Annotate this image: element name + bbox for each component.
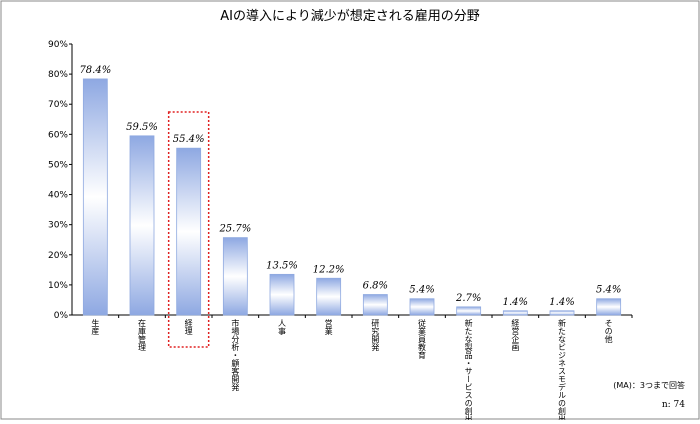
y-tick-label: 60% (48, 130, 68, 140)
y-tick-label: 50% (48, 160, 68, 170)
y-tick-label: 70% (48, 100, 68, 110)
y-tick-label: 20% (48, 251, 68, 261)
x-tick-label: 生産 (91, 318, 100, 336)
value-label: 78.4% (79, 65, 111, 76)
value-label: 13.5% (266, 260, 298, 271)
bar (176, 147, 202, 316)
bar (502, 310, 528, 316)
bar (596, 298, 622, 316)
value-label: 59.5% (126, 122, 158, 133)
y-tick-label: 40% (48, 191, 68, 201)
y-tick-label: 0% (54, 311, 69, 321)
bar (316, 277, 342, 316)
bar (82, 78, 108, 316)
x-tick-label: その他 (604, 319, 613, 344)
value-label: 5.4% (409, 285, 434, 296)
value-label: 5.4% (596, 285, 621, 296)
bar (409, 298, 435, 316)
bar (269, 273, 295, 316)
x-tick-label: 市場分析・顧客開発 (231, 318, 240, 392)
value-label: 12.2% (313, 264, 345, 275)
y-tick-label: 30% (48, 221, 68, 231)
x-tick-label: 新たなビジネスモデルの創出 (558, 318, 567, 420)
x-tick-label: 経営企画 (511, 318, 520, 352)
bar (362, 294, 388, 316)
bar (129, 135, 155, 316)
x-tick-label: 人事 (278, 319, 287, 335)
value-label: 1.4% (549, 297, 574, 308)
value-label: 1.4% (503, 297, 528, 308)
highlight-box (167, 111, 210, 348)
bar (549, 310, 575, 316)
note: n: 74 (662, 400, 685, 410)
value-label: 55.4% (173, 134, 205, 145)
value-label: 25.7% (218, 224, 251, 235)
y-tick-label: 90% (48, 40, 68, 50)
y-tick-label: 10% (48, 281, 68, 291)
x-tick-label: 営業 (324, 318, 333, 336)
x-tick-label: 経理 (184, 318, 193, 335)
x-tick-label: 従業員教育 (418, 318, 427, 360)
x-tick-label: 新たな製品・サービスの創出 (464, 318, 473, 420)
x-tick-label: 在庫管理 (138, 318, 147, 351)
y-tick-label: 80% (48, 70, 68, 80)
value-label: 6.8% (363, 281, 388, 292)
bar (456, 306, 482, 316)
x-tick-label: 研究開発 (371, 319, 380, 352)
bar (222, 237, 248, 316)
chart-title: AIの導入により減少が想定される雇用の分野 (220, 8, 479, 24)
note: (MA)：3つまで回答 (613, 380, 685, 390)
value-label: 2.7% (455, 293, 481, 304)
